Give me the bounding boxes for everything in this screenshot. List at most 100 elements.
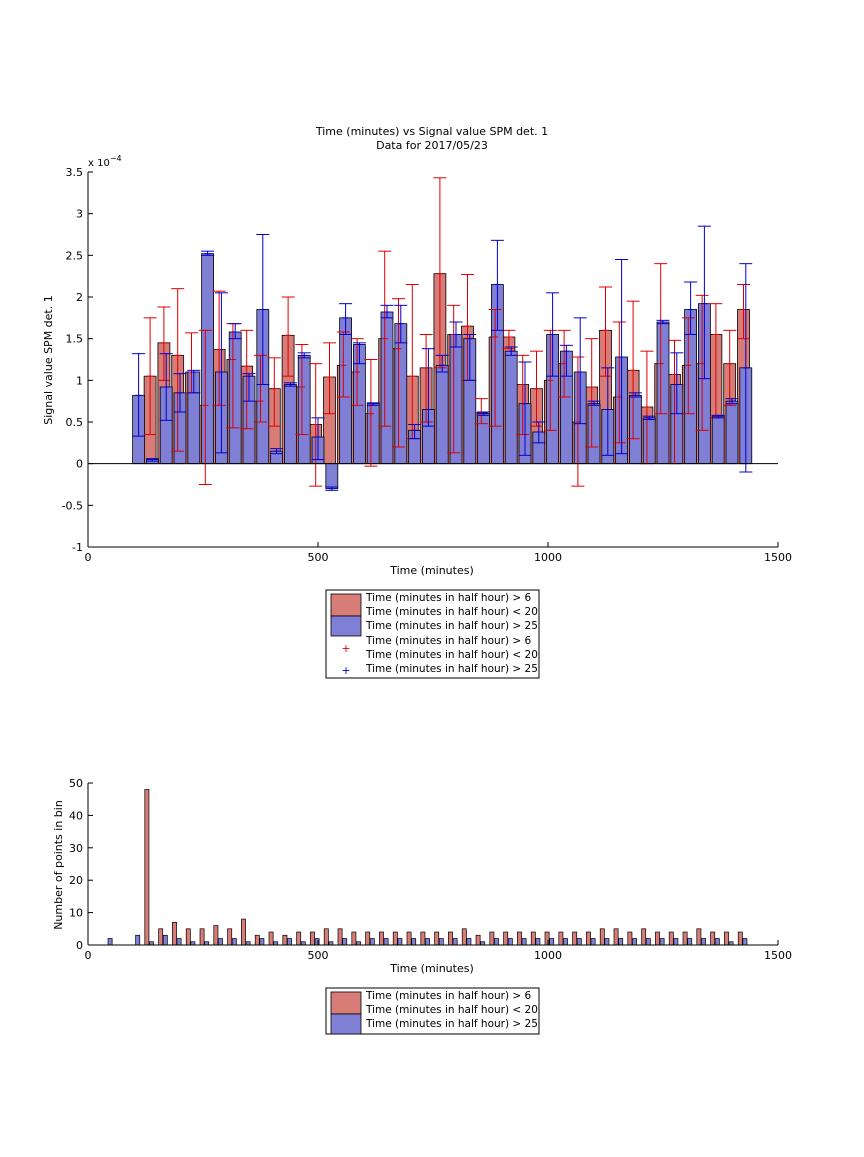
- blue-count-bar: [521, 938, 527, 946]
- blue-count-bar: [162, 934, 168, 946]
- red-count-bar: [144, 789, 150, 946]
- blue-count-bar: [645, 938, 651, 946]
- blue-count-bar: [590, 938, 596, 946]
- blue-count-bar: [383, 938, 389, 946]
- red-count-bar: [530, 931, 536, 946]
- legend-entry-blue-err: Time (minutes in half hour) > 25: [365, 663, 538, 675]
- blue-count-bar: [466, 938, 472, 946]
- bottom-y-tick-label: 10: [69, 907, 83, 920]
- legend2-swatch-red: [330, 991, 362, 1015]
- red-count-bar: [655, 931, 660, 946]
- chart-title: Time (minutes) vs Signal value SPM det. …: [315, 125, 548, 138]
- legend-entry-blue: Time (minutes in half hour) > 25: [365, 620, 538, 632]
- blue-bar: [380, 311, 394, 465]
- blue-count-bar: [425, 938, 430, 946]
- top-y-tick-label: -0.5: [62, 499, 83, 512]
- red-count-bar: [392, 931, 398, 946]
- red-count-bar: [420, 931, 426, 946]
- blue-bar: [449, 334, 463, 465]
- bottom-x-axis-label: Time (minutes): [389, 962, 474, 975]
- red-count-bar: [406, 931, 412, 946]
- blue-count-bar: [107, 938, 113, 946]
- top-y-tick-label: 3: [76, 208, 83, 221]
- bottom-y-axis-label: Number of points in bin: [52, 800, 65, 930]
- bottom-y-tick-label: 0: [76, 939, 83, 952]
- red-count-bar: [668, 931, 674, 946]
- top-x-tick-label: 0: [85, 551, 92, 564]
- legend-entry-red-line1: Time (minutes in half hour) > 6: [365, 592, 532, 604]
- blue-count-bar: [287, 938, 292, 946]
- blue-bar: [339, 317, 352, 465]
- red-count-bar: [282, 934, 288, 946]
- top-y-tick-label: 2: [76, 291, 83, 304]
- blue-count-bar: [535, 938, 541, 946]
- blue-bar: [477, 413, 490, 465]
- blue-bar: [366, 403, 380, 465]
- blue-bar: [629, 394, 642, 465]
- red-count-bar: [475, 934, 481, 946]
- top-y-tick-label: 0.5: [66, 416, 84, 429]
- top-x-tick-label: 1500: [764, 551, 792, 564]
- red-count-bar: [213, 925, 219, 946]
- blue-count-bar: [576, 938, 582, 946]
- red-count-bar: [544, 931, 550, 946]
- legend-entry-red-err-line2: Time (minutes in half hour) < 20: [365, 649, 538, 661]
- red-count-bar: [627, 931, 633, 946]
- red-count-bar: [323, 928, 329, 946]
- blue-count-bar: [549, 938, 555, 946]
- blue-count-bar: [507, 938, 513, 946]
- red-count-bar: [310, 931, 315, 946]
- blue-count-bar: [397, 938, 403, 946]
- legend-swatch-blue: [330, 615, 362, 637]
- red-count-bar: [503, 931, 509, 946]
- red-count-bar: [489, 931, 495, 946]
- blue-bar: [201, 253, 214, 465]
- bottom-x-tick-label: 1000: [534, 949, 562, 962]
- legend2-entry-red-line1: Time (minutes in half hour) > 6: [365, 990, 532, 1002]
- legend-marker-red-plus: +: [341, 642, 350, 655]
- top-legend: Time (minutes in half hour) > 6 Time (mi…: [325, 589, 540, 679]
- blue-bar: [504, 350, 518, 465]
- blue-count-bar: [632, 938, 637, 946]
- blue-count-bar: [701, 938, 706, 946]
- top-legend-box: [325, 589, 540, 679]
- blue-count-bar: [618, 938, 624, 946]
- blue-count-bar: [342, 938, 348, 946]
- blue-count-bar: [135, 934, 141, 946]
- red-count-bar: [379, 931, 384, 946]
- blue-bar: [725, 400, 739, 465]
- blue-count-bar: [604, 938, 610, 946]
- red-count-bar: [199, 928, 205, 946]
- top-y-tick-label: -1: [72, 541, 83, 554]
- red-count-bar: [682, 931, 688, 946]
- blue-bar: [587, 403, 601, 465]
- bottom-y-tick-label: 50: [69, 777, 83, 790]
- y-multiplier: x 10−4: [88, 154, 122, 169]
- red-count-bar: [185, 928, 191, 946]
- bottom-legend-box: [325, 987, 540, 1035]
- red-count-bar: [572, 931, 578, 946]
- red-count-bar: [448, 931, 453, 946]
- red-count-bar: [613, 928, 619, 946]
- legend2-swatch-blue: [330, 1013, 362, 1035]
- bottom-x-tick-label: 0: [85, 949, 92, 962]
- blue-count-bar: [411, 938, 417, 946]
- red-count-bar: [599, 928, 605, 946]
- blue-bar: [656, 321, 670, 465]
- blue-count-bar: [563, 938, 568, 946]
- blue-count-bar: [176, 938, 182, 946]
- legend-marker-blue-plus: +: [341, 664, 350, 677]
- legend2-entry-red-line2: Time (minutes in half hour) < 20: [365, 1004, 538, 1016]
- top-y-tick-label: 1.5: [66, 333, 84, 346]
- blue-bar: [297, 354, 311, 465]
- legend-entry-red-line2: Time (minutes in half hour) < 20: [365, 606, 538, 618]
- red-count-bar: [172, 921, 177, 946]
- red-count-bar: [268, 931, 274, 946]
- top-x-tick-label: 500: [308, 551, 329, 564]
- blue-count-bar: [369, 938, 375, 946]
- blue-count-bar: [714, 938, 720, 946]
- blue-count-bar: [314, 938, 320, 946]
- bottom-x-tick-label: 500: [308, 949, 329, 962]
- top-x-axis-label: Time (minutes): [389, 564, 474, 577]
